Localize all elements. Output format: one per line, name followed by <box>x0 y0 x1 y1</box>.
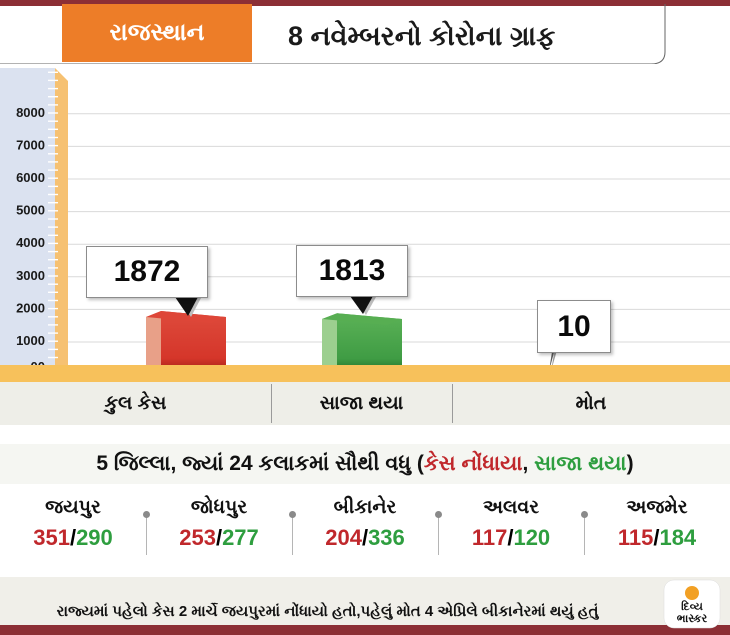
svg-text:1000: 1000 <box>16 333 45 348</box>
svg-text:2000: 2000 <box>16 300 45 315</box>
svg-text:6000: 6000 <box>16 170 45 185</box>
svg-text:7000: 7000 <box>16 137 45 152</box>
svg-text:4000: 4000 <box>16 235 45 250</box>
svg-text:8000: 8000 <box>16 105 45 120</box>
svg-text:5000: 5000 <box>16 203 45 218</box>
svg-text:3000: 3000 <box>16 268 45 283</box>
